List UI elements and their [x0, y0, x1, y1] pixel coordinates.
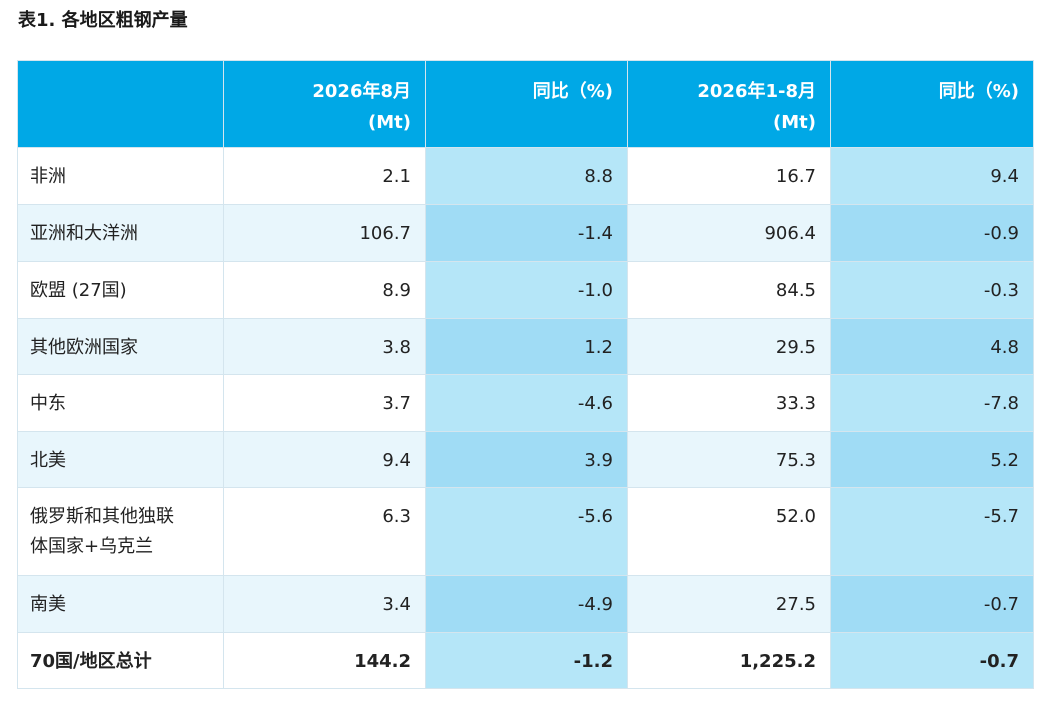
region-name-line2: 体国家+乌克兰	[30, 536, 154, 557]
table-header-row: 2026年8月 (Mt) 同比（%) 2026年1-8月 (Mt) 同比（%)	[17, 60, 1034, 148]
table-caption: 表1. 各地区粗钢产量	[18, 10, 188, 31]
table-row: 亚洲和大洋洲 106.7 -1.4 906.4 -0.9	[17, 204, 1034, 262]
ytd-output-cell: 27.5	[627, 575, 831, 633]
ytd-yoy-cell: 5.2	[830, 431, 1034, 488]
aug-yoy-cell: -4.6	[425, 374, 628, 432]
region-cell: 北美	[17, 431, 224, 488]
table-row: 中东 3.7 -4.6 33.3 -7.8	[17, 374, 1034, 432]
region-cell: 亚洲和大洋洲	[17, 204, 224, 262]
aug-output-cell: 106.7	[223, 204, 426, 262]
ytd-yoy-cell: -0.9	[830, 204, 1034, 262]
column-header-aug-yoy-label: 同比（%)	[532, 81, 613, 102]
table-total-row: 70国/地区总计 144.2 -1.2 1,225.2 -0.7	[17, 632, 1034, 689]
column-header-aug: 2026年8月 (Mt)	[223, 60, 426, 148]
ytd-output-cell: 29.5	[627, 318, 831, 375]
table-row: 俄罗斯和其他独联 体国家+乌克兰 6.3 -5.6 52.0 -5.7	[17, 487, 1034, 576]
ytd-output-cell: 84.5	[627, 261, 831, 319]
aug-output-cell: 3.7	[223, 374, 426, 432]
region-cell: 非洲	[17, 147, 224, 205]
ytd-yoy-cell: -0.3	[830, 261, 1034, 319]
total-label-cell: 70国/地区总计	[17, 632, 224, 689]
region-cell: 中东	[17, 374, 224, 432]
ytd-output-cell: 16.7	[627, 147, 831, 205]
column-header-aug-unit: (Mt)	[368, 112, 411, 133]
ytd-total-cell: 1,225.2	[627, 632, 831, 689]
aug-yoy-cell: -4.9	[425, 575, 628, 633]
column-header-ytd: 2026年1-8月 (Mt)	[627, 60, 831, 148]
ytd-yoy-cell: -0.7	[830, 575, 1034, 633]
column-header-region	[17, 60, 224, 148]
ytd-output-cell: 52.0	[627, 487, 831, 576]
aug-yoy-cell: -1.4	[425, 204, 628, 262]
table-row: 欧盟 (27国) 8.9 -1.0 84.5 -0.3	[17, 261, 1034, 319]
aug-yoy-cell: 8.8	[425, 147, 628, 205]
ytd-yoy-cell: 4.8	[830, 318, 1034, 375]
ytd-output-cell: 33.3	[627, 374, 831, 432]
aug-output-cell: 3.8	[223, 318, 426, 375]
aug-yoy-cell: -5.6	[425, 487, 628, 576]
ytd-yoy-cell: -5.7	[830, 487, 1034, 576]
table-row: 非洲 2.1 8.8 16.7 9.4	[17, 147, 1034, 205]
column-header-ytd-yoy-label: 同比（%)	[938, 81, 1019, 102]
ytd-yoy-cell: -7.8	[830, 374, 1034, 432]
aug-yoy-total-cell: -1.2	[425, 632, 628, 689]
aug-output-cell: 6.3	[223, 487, 426, 576]
ytd-output-cell: 75.3	[627, 431, 831, 488]
aug-yoy-cell: 1.2	[425, 318, 628, 375]
ytd-yoy-total-cell: -0.7	[830, 632, 1034, 689]
region-cell: 南美	[17, 575, 224, 633]
column-header-ytd-line1: 2026年1-8月	[697, 81, 816, 102]
column-header-ytd-unit: (Mt)	[773, 112, 816, 133]
aug-output-cell: 9.4	[223, 431, 426, 488]
region-cell: 俄罗斯和其他独联 体国家+乌克兰	[17, 487, 224, 576]
ytd-output-cell: 906.4	[627, 204, 831, 262]
aug-yoy-cell: -1.0	[425, 261, 628, 319]
column-header-ytd-yoy: 同比（%)	[830, 60, 1034, 148]
column-header-aug-yoy: 同比（%)	[425, 60, 628, 148]
table-row: 其他欧洲国家 3.8 1.2 29.5 4.8	[17, 318, 1034, 375]
aug-yoy-cell: 3.9	[425, 431, 628, 488]
crude-steel-production-table: 2026年8月 (Mt) 同比（%) 2026年1-8月 (Mt) 同比（%) …	[17, 60, 1034, 689]
region-cell: 其他欧洲国家	[17, 318, 224, 375]
ytd-yoy-cell: 9.4	[830, 147, 1034, 205]
column-header-aug-line1: 2026年8月	[312, 81, 411, 102]
aug-total-cell: 144.2	[223, 632, 426, 689]
aug-output-cell: 2.1	[223, 147, 426, 205]
table-row: 北美 9.4 3.9 75.3 5.2	[17, 431, 1034, 488]
region-name-line1: 俄罗斯和其他独联	[30, 506, 174, 527]
aug-output-cell: 3.4	[223, 575, 426, 633]
table-row: 南美 3.4 -4.9 27.5 -0.7	[17, 575, 1034, 633]
aug-output-cell: 8.9	[223, 261, 426, 319]
region-cell: 欧盟 (27国)	[17, 261, 224, 319]
